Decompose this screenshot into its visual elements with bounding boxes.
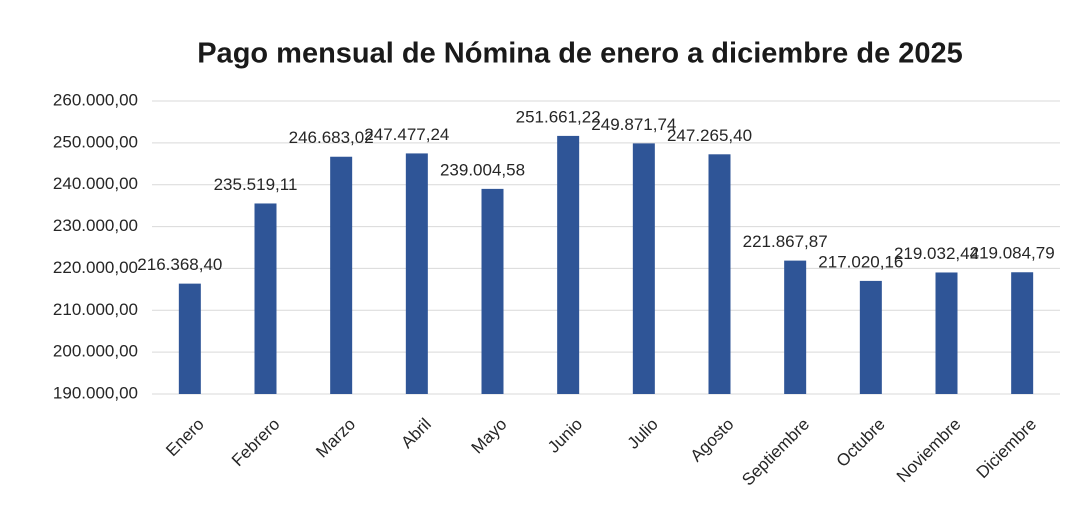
bar [859, 280, 882, 394]
y-tick-label: 230.000,00 [53, 216, 138, 235]
y-tick-label: 240.000,00 [53, 174, 138, 193]
y-tick-label: 250.000,00 [53, 132, 138, 151]
bar [935, 272, 958, 394]
value-label: 251.661,22 [516, 107, 601, 126]
value-label: 216.368,40 [137, 255, 222, 274]
value-label: 235.519,11 [214, 175, 298, 194]
value-label: 217.020,16 [818, 252, 903, 271]
value-label: 239.004,58 [440, 160, 525, 179]
bar [254, 203, 277, 394]
bar [557, 135, 580, 394]
y-tick-label: 210.000,00 [53, 300, 138, 319]
value-label: 246.683,02 [289, 128, 374, 147]
y-tick-label: 260.000,00 [53, 90, 138, 109]
bar [405, 153, 428, 394]
value-label: 247.477,24 [364, 125, 449, 144]
value-label: 247.265,40 [667, 126, 752, 145]
bar [178, 283, 201, 394]
bar [330, 156, 353, 394]
y-tick-label: 200.000,00 [53, 342, 138, 361]
value-label: 249.871,74 [591, 115, 676, 134]
bar [784, 260, 807, 394]
value-label: 219.032,44 [894, 244, 979, 263]
value-label: 221.867,87 [743, 232, 828, 251]
bar [708, 154, 731, 394]
y-tick-label: 190.000,00 [53, 383, 138, 402]
chart-title: Pago mensual de Nómina de enero a diciem… [197, 38, 963, 70]
bar [481, 188, 504, 394]
value-label: 219.084,79 [970, 244, 1055, 263]
y-tick-label: 220.000,00 [53, 258, 138, 277]
bar [632, 143, 655, 394]
bar [1011, 272, 1034, 394]
